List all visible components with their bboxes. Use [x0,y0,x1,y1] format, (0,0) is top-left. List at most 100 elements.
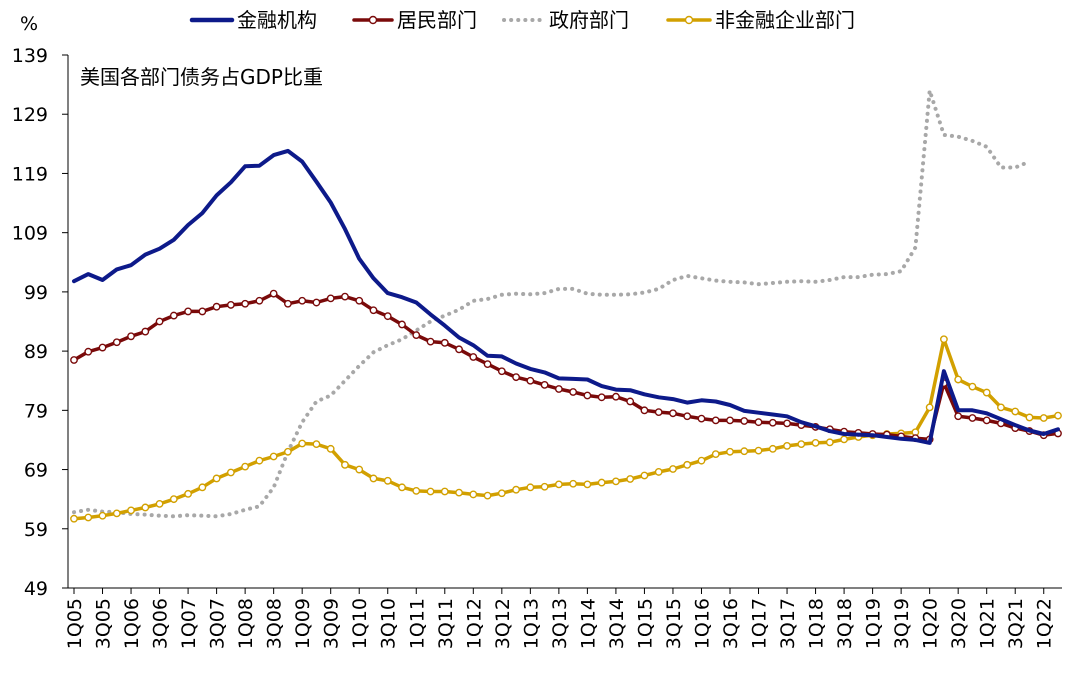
x-tick-label: 3Q19 [891,598,913,649]
legend-marker-3 [684,15,694,25]
series-point-1 [440,338,449,347]
series-point-1 [768,418,777,427]
series-point-3 [184,489,192,498]
series-point-3 [70,514,78,523]
x-tick-label: 3Q07 [207,598,229,649]
series-point-3 [512,485,520,494]
series-point-1 [740,417,749,425]
legend-label-3: 非金融企业部门 [715,8,855,32]
x-tick-label: 1Q20 [920,598,942,649]
series-point-3 [269,452,278,461]
x-tick-label: 3Q09 [321,598,343,649]
x-tick-label: 1Q11 [406,598,428,649]
x-tick-label: 1Q12 [463,598,485,649]
series-point-3 [783,441,791,450]
series-point-3 [84,513,93,522]
series-point-1 [326,294,335,303]
x-tick-label: 3Q13 [549,598,571,649]
y-tick-label: 89 [24,341,48,363]
series-point-3 [597,478,606,487]
x-tick-label: 1Q10 [349,598,371,649]
x-tick-label: 1Q18 [806,598,828,649]
series-point-3 [940,335,948,344]
series-point-1 [355,296,364,305]
series-lines [70,88,1062,523]
series-point-1 [169,311,178,320]
series-point-1 [726,416,734,425]
series-point-1 [683,412,692,421]
x-tick-label: 1Q06 [121,598,143,649]
series-point-3 [925,403,934,412]
series-point-1 [412,331,421,340]
series-point-3 [954,375,963,384]
series-point-3 [412,486,421,495]
series-point-1 [612,392,620,401]
series-point-1 [70,356,78,364]
series-point-1 [312,298,321,307]
y-tick-label: 109 [12,223,48,245]
series-point-3 [825,438,834,447]
series-point-1 [426,337,435,346]
series-point-1 [497,367,506,376]
series-point-1 [269,289,278,298]
series-point-3 [383,476,392,485]
series-point-3 [669,465,677,473]
series-point-3 [654,468,663,476]
x-tick-label: 3Q06 [150,598,172,649]
series-point-3 [569,479,578,488]
series-point-3 [697,456,706,465]
x-tick-label: 3Q05 [93,598,115,649]
series-point-1 [127,332,135,341]
series-point-1 [198,307,207,316]
x-tick-label: 1Q21 [977,598,999,649]
x-tick-label: 3Q20 [948,598,970,649]
series-point-1 [968,414,977,422]
x-axis: 1Q05 3Q05 1Q06 3Q06 1Q07 3Q07 1Q08 3Q08 1Q09 3Q09… [64,587,1062,649]
x-tick-label: 3Q12 [492,598,514,649]
series-point-1 [954,412,963,421]
series-point-3 [526,483,535,492]
series-point-3 [127,506,135,515]
x-tick-label: 1Q17 [749,598,771,649]
series-point-1 [212,302,221,311]
x-tick-label: 1Q09 [292,598,314,649]
y-tick-label: 129 [12,104,48,126]
series-point-1 [783,419,791,428]
series-point-3 [455,488,463,497]
series-point-3 [298,439,307,448]
series-point-3 [483,491,492,500]
x-tick-label: 3Q10 [378,598,400,649]
legend-label-1: 居民部门 [397,8,477,32]
series-point-3 [1054,411,1062,420]
x-tick-label: 3Q11 [435,598,457,649]
legend-label-2: 政府部门 [549,8,629,32]
series-point-1 [383,312,392,321]
y-tick-label: 59 [24,519,48,541]
x-tick-label: 3Q16 [720,598,742,649]
series-point-1 [341,292,349,301]
series-point-1 [982,416,991,425]
series-point-3 [369,474,378,483]
series-point-1 [669,409,677,418]
series-point-3 [840,435,848,444]
y-tick-label: 139 [12,45,48,67]
series-point-3 [284,447,292,456]
series-point-1 [241,299,250,308]
series-point-1 [597,393,606,402]
series-line-0 [72,148,1060,445]
series-point-3 [312,440,321,448]
x-tick-label: 1Q19 [863,598,885,649]
series-point-3 [112,509,121,518]
y-tick-label: 69 [24,460,48,482]
x-tick-label: 3Q14 [606,598,628,649]
series-point-3 [997,403,1005,412]
series-point-3 [683,460,692,469]
x-tick-label: 3Q17 [777,598,799,649]
series-point-3 [440,487,449,496]
series-line-1 [72,291,1060,442]
series-point-1 [369,306,378,315]
x-tick-label: 1Q14 [577,598,599,649]
series-point-3 [811,439,820,447]
series-point-3 [341,460,349,469]
y-axis-unit-label: % [20,13,38,35]
